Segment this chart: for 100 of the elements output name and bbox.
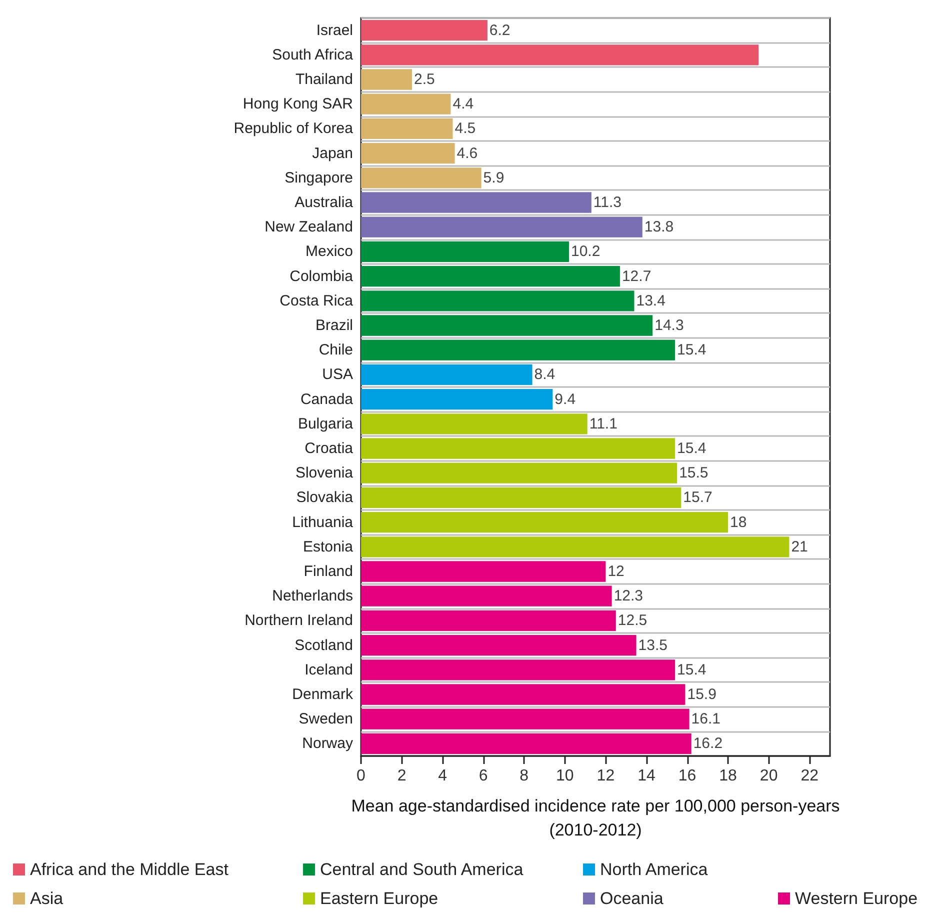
y-tick-label: Colombia <box>290 268 354 285</box>
bar <box>361 561 606 582</box>
data-label: 21 <box>791 538 808 556</box>
bar <box>361 660 676 680</box>
data-label: 14.3 <box>654 317 684 334</box>
y-tick-label: Sweden <box>298 710 353 728</box>
y-tick-label: Croatia <box>304 440 354 457</box>
x-tick-label: 12 <box>596 768 615 784</box>
y-tick-label: Estonia <box>302 538 354 556</box>
legend-label: Eastern Europe <box>320 889 438 908</box>
legend-label: North America <box>600 860 708 879</box>
data-label: 13.4 <box>636 292 666 310</box>
data-label: 11.3 <box>593 194 622 211</box>
data-label: 4.4 <box>452 96 474 113</box>
data-label: 15.5 <box>679 464 708 482</box>
bar <box>361 20 488 41</box>
data-label: 11.1 <box>589 415 618 432</box>
y-tick-label: Republic of Korea <box>234 120 354 138</box>
y-tick-label: Israel <box>316 22 353 39</box>
x-tick-label: 22 <box>800 768 819 784</box>
bar <box>361 684 686 705</box>
bar <box>361 414 588 434</box>
bar <box>361 388 553 410</box>
x-tick-label: 8 <box>520 768 529 784</box>
y-tick-label: Costa Rica <box>280 292 354 310</box>
x-tick-label: 20 <box>760 768 778 784</box>
bar <box>361 512 728 533</box>
data-label: 12.3 <box>614 588 644 605</box>
data-label: 13.8 <box>644 218 674 236</box>
data-label: 12.5 <box>618 612 648 630</box>
y-tick-label: Australia <box>294 194 354 211</box>
y-tick-label: Lithuania <box>292 514 354 531</box>
y-tick-label: Mexico <box>305 243 353 260</box>
bar <box>361 340 676 360</box>
data-label: 18 <box>730 514 747 531</box>
bar <box>361 192 592 213</box>
y-tick-label: Slovakia <box>296 489 354 506</box>
bar <box>361 266 620 287</box>
data-label: 9.4 <box>554 390 576 408</box>
data-label: 12.7 <box>622 268 652 285</box>
bar <box>361 168 482 188</box>
y-tick-label: USA <box>322 366 353 384</box>
x-tick-label: 0 <box>356 768 366 784</box>
data-label: 16.1 <box>691 710 721 728</box>
bar <box>361 44 759 66</box>
bar <box>361 462 678 484</box>
data-label: 15.9 <box>687 686 716 703</box>
bar <box>361 708 690 730</box>
bar <box>361 216 642 238</box>
bar <box>361 536 790 558</box>
bar <box>361 118 453 140</box>
data-label: 12 <box>608 563 624 580</box>
data-label: 2.5 <box>414 71 435 88</box>
y-tick-label: Singapore <box>284 169 353 186</box>
y-tick-label: Norway <box>302 735 354 752</box>
x-tick-label: 14 <box>638 768 656 784</box>
bar <box>361 142 455 164</box>
y-tick-label: South Africa <box>272 46 354 64</box>
y-tick-label: Scotland <box>294 636 353 654</box>
data-label: 4.5 <box>454 120 476 138</box>
y-tick-label: Hong Kong SAR <box>242 96 354 113</box>
data-label: 6.2 <box>489 22 510 39</box>
x-tick-label: 6 <box>478 768 488 784</box>
bar <box>361 364 532 386</box>
bar <box>361 315 653 336</box>
y-tick-label: Netherlands <box>272 588 353 605</box>
data-label: 15.4 <box>677 661 706 678</box>
bar <box>361 634 636 656</box>
data-label: 13.5 <box>638 636 668 654</box>
bar <box>361 94 451 114</box>
bar <box>361 69 412 90</box>
y-tick-label: Thailand <box>295 71 353 88</box>
bar <box>361 733 692 754</box>
x-tick-label: 2 <box>397 768 406 784</box>
bar <box>361 586 612 606</box>
x-axis-title: Mean age-standardised incidence rate per 100,000 person-years (2010-2012) <box>351 796 840 840</box>
y-tick-label: Slovenia <box>295 464 354 482</box>
bar <box>361 438 676 459</box>
legend-label: Asia <box>30 889 64 908</box>
y-tick-label: Chile <box>318 342 353 359</box>
x-tick-label: 18 <box>719 768 738 784</box>
x-tick-label: 16 <box>678 768 696 784</box>
data-label: 10.2 <box>570 243 600 260</box>
data-label: 4.6 <box>456 144 478 162</box>
legend-label: Oceania <box>600 889 664 908</box>
data-label: 15.4 <box>677 440 706 457</box>
legend-label: Western Europe <box>795 889 918 908</box>
data-label: 16.2 <box>693 735 723 752</box>
y-tick-label: Japan <box>312 144 353 162</box>
bar <box>361 290 634 312</box>
y-tick-label: Finland <box>304 563 353 580</box>
y-tick-label: Bulgaria <box>298 415 354 432</box>
data-label: 15.4 <box>677 342 706 359</box>
bar <box>361 610 616 632</box>
bar <box>361 241 569 262</box>
y-tick-label: Iceland <box>304 661 353 678</box>
data-label: 8.4 <box>534 366 556 384</box>
legend-label: Central and South America <box>320 860 524 879</box>
y-tick-label: Northern Ireland <box>244 612 353 630</box>
data-label: 5.9 <box>483 169 504 186</box>
